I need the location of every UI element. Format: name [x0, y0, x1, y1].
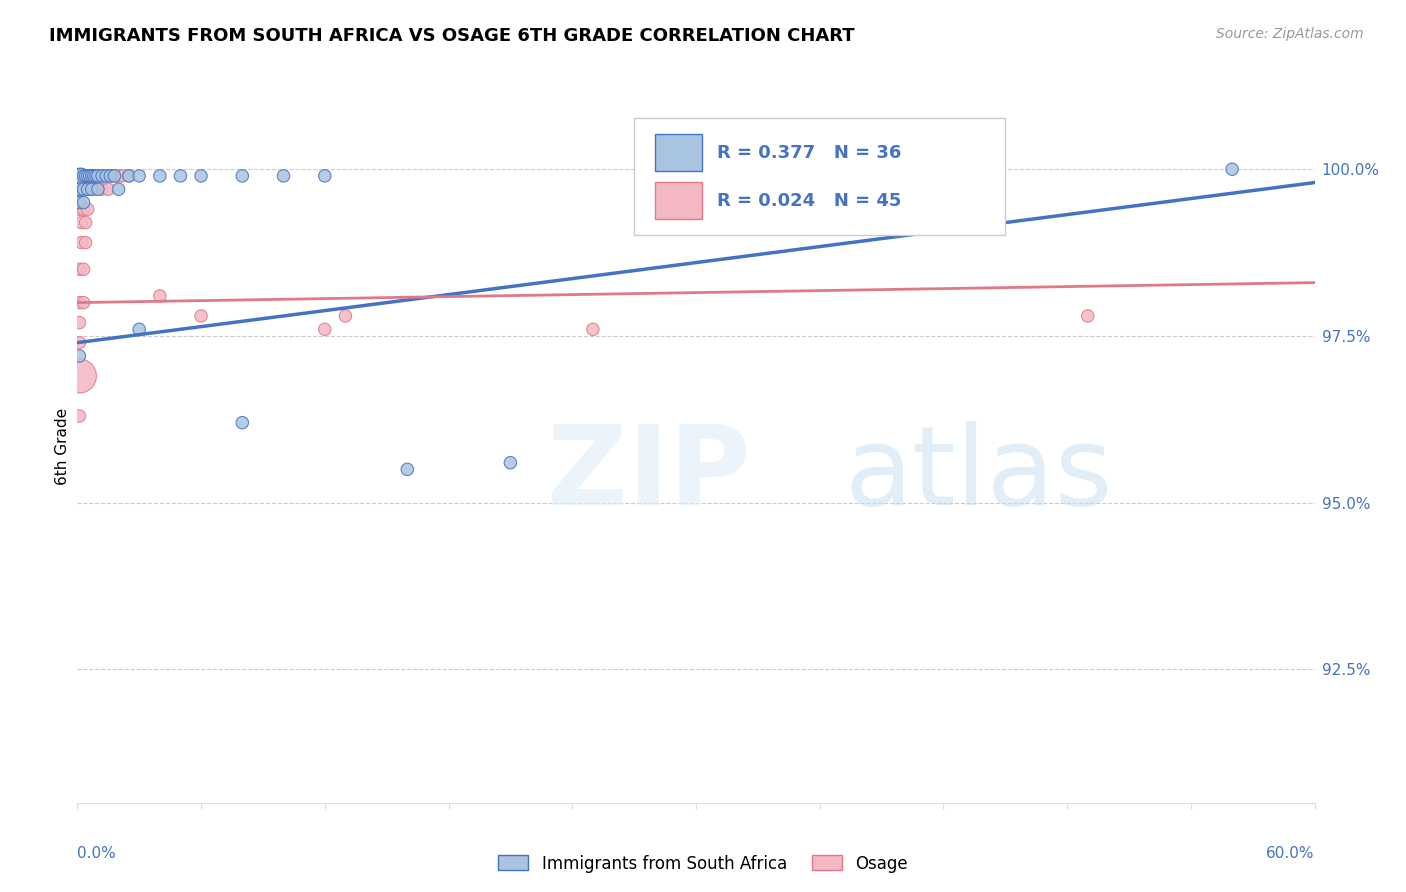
- Point: [118, 169, 141, 183]
- FancyBboxPatch shape: [634, 118, 1005, 235]
- Text: 60.0%: 60.0%: [1267, 846, 1315, 861]
- Point: [67, 202, 90, 217]
- Text: IMMIGRANTS FROM SOUTH AFRICA VS OSAGE 6TH GRADE CORRELATION CHART: IMMIGRANTS FROM SOUTH AFRICA VS OSAGE 6T…: [49, 27, 855, 45]
- Point: [91, 169, 114, 183]
- Point: [149, 169, 172, 183]
- Legend: Immigrants from South Africa, Osage: Immigrants from South Africa, Osage: [492, 848, 914, 880]
- Point: [72, 202, 94, 217]
- Point: [80, 182, 103, 196]
- Point: [76, 169, 98, 183]
- Point: [70, 169, 93, 183]
- Point: [79, 169, 101, 183]
- Text: 0.0%: 0.0%: [77, 846, 117, 861]
- Point: [98, 169, 121, 183]
- Text: Source: ZipAtlas.com: Source: ZipAtlas.com: [1216, 27, 1364, 41]
- Point: [76, 182, 98, 196]
- Point: [80, 182, 103, 196]
- Point: [1077, 309, 1099, 323]
- Point: [231, 416, 253, 430]
- Point: [67, 262, 90, 277]
- Point: [107, 182, 129, 196]
- Point: [67, 368, 90, 383]
- Text: R = 0.377   N = 36: R = 0.377 N = 36: [717, 144, 901, 161]
- Point: [97, 182, 120, 196]
- Point: [67, 316, 90, 330]
- Point: [67, 349, 90, 363]
- Point: [72, 182, 94, 196]
- Y-axis label: 6th Grade: 6th Grade: [55, 408, 70, 484]
- Point: [84, 169, 107, 183]
- FancyBboxPatch shape: [655, 182, 702, 219]
- Point: [72, 169, 94, 183]
- Point: [87, 169, 110, 183]
- Point: [98, 169, 121, 183]
- Point: [149, 289, 172, 303]
- Point: [396, 462, 419, 476]
- Point: [75, 235, 97, 250]
- Point: [84, 169, 107, 183]
- Point: [190, 309, 212, 323]
- Point: [128, 322, 150, 336]
- Point: [83, 169, 105, 183]
- Point: [67, 295, 90, 310]
- Point: [273, 169, 295, 183]
- Point: [76, 202, 98, 217]
- Point: [91, 169, 114, 183]
- Point: [75, 216, 97, 230]
- Point: [190, 169, 212, 183]
- Point: [128, 169, 150, 183]
- Point: [103, 169, 125, 183]
- Point: [75, 169, 97, 183]
- Point: [314, 322, 336, 336]
- Point: [314, 169, 336, 183]
- Point: [87, 169, 110, 183]
- Point: [67, 182, 90, 196]
- Point: [72, 169, 94, 183]
- Point: [72, 295, 94, 310]
- Point: [67, 195, 90, 210]
- FancyBboxPatch shape: [655, 134, 702, 171]
- Text: atlas: atlas: [845, 421, 1114, 528]
- Point: [67, 409, 90, 423]
- Point: [96, 169, 118, 183]
- Point: [70, 216, 93, 230]
- Point: [76, 169, 98, 183]
- Point: [67, 169, 90, 183]
- Point: [335, 309, 357, 323]
- Point: [231, 169, 253, 183]
- Point: [72, 262, 94, 277]
- Point: [72, 182, 94, 196]
- Point: [80, 169, 103, 183]
- Point: [75, 169, 97, 183]
- Point: [83, 169, 105, 183]
- Point: [96, 169, 118, 183]
- Point: [84, 182, 107, 196]
- Point: [1220, 162, 1243, 177]
- Point: [111, 169, 134, 183]
- Point: [70, 235, 93, 250]
- Point: [72, 195, 94, 210]
- Point: [79, 169, 101, 183]
- Text: ZIP: ZIP: [547, 421, 751, 528]
- Point: [103, 169, 125, 183]
- Point: [499, 456, 522, 470]
- Point: [87, 182, 110, 196]
- Point: [107, 169, 129, 183]
- Point: [76, 182, 98, 196]
- Point: [70, 169, 93, 183]
- Point: [118, 169, 141, 183]
- Point: [582, 322, 605, 336]
- Point: [67, 335, 90, 350]
- Point: [169, 169, 191, 183]
- Text: R = 0.024   N = 45: R = 0.024 N = 45: [717, 192, 901, 210]
- Point: [80, 169, 103, 183]
- Point: [67, 182, 90, 196]
- Point: [91, 182, 114, 196]
- Point: [67, 169, 90, 183]
